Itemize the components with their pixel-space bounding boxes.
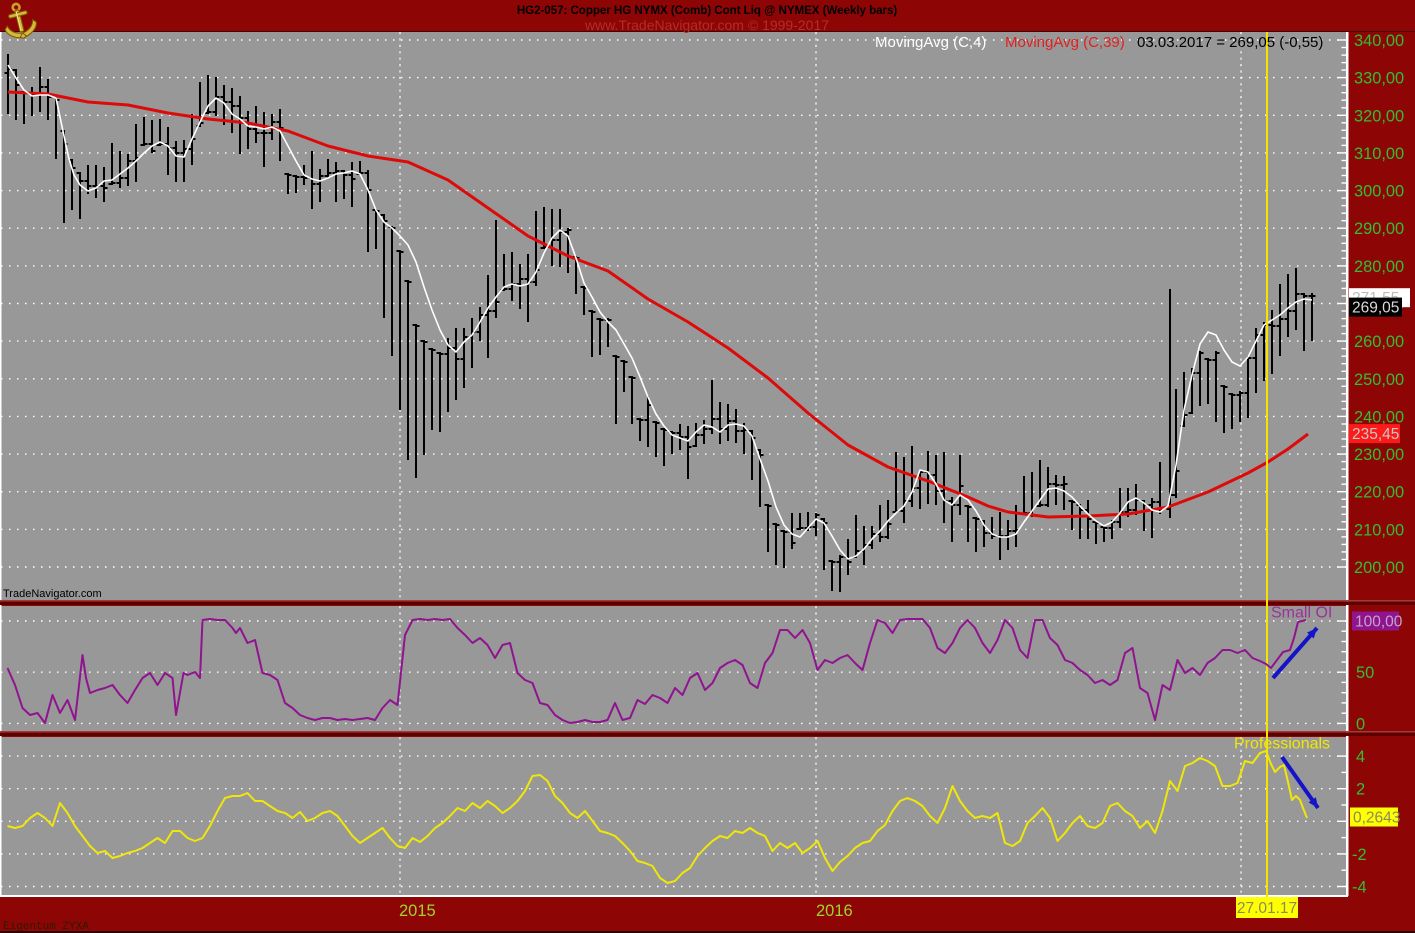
svg-text:330,00: 330,00 (1354, 70, 1404, 88)
svg-text:Eigentum ZYXA: Eigentum ZYXA (3, 921, 89, 933)
svg-text:MovingAvg (C,4): MovingAvg (C,4) (875, 34, 986, 51)
svg-text:280,00: 280,00 (1354, 258, 1404, 276)
svg-text:240,00: 240,00 (1354, 408, 1404, 426)
svg-text:300,00: 300,00 (1354, 183, 1404, 201)
svg-text:2016: 2016 (816, 902, 853, 920)
svg-text:290,00: 290,00 (1354, 220, 1404, 238)
svg-text:100,00: 100,00 (1355, 614, 1403, 631)
svg-text:200,00: 200,00 (1354, 559, 1404, 577)
svg-text:235,45: 235,45 (1352, 426, 1399, 443)
svg-text:310,00: 310,00 (1354, 145, 1404, 163)
svg-text:220,00: 220,00 (1354, 484, 1404, 502)
svg-text:2015: 2015 (399, 902, 436, 920)
svg-text:03.03.2017 = 269,05 (-0,55): 03.03.2017 = 269,05 (-0,55) (1137, 34, 1323, 51)
svg-text:HG2-057: Copper HG NYMX (Comb: HG2-057: Copper HG NYMX (Comb) Cont Liq … (517, 4, 898, 17)
svg-text:230,00: 230,00 (1354, 446, 1404, 464)
svg-text:320,00: 320,00 (1354, 107, 1404, 125)
svg-text:2: 2 (1356, 781, 1365, 799)
svg-text:340,00: 340,00 (1354, 32, 1404, 50)
svg-text:269,05: 269,05 (1352, 300, 1399, 317)
svg-text:Professionals: Professionals (1234, 736, 1330, 753)
svg-text:MovingAvg (C,39): MovingAvg (C,39) (1005, 34, 1125, 51)
svg-text:27.01.17: 27.01.17 (1237, 900, 1297, 917)
svg-text:250,00: 250,00 (1354, 371, 1404, 389)
svg-text:0,2643: 0,2643 (1353, 810, 1400, 827)
svg-text:4: 4 (1356, 748, 1365, 766)
svg-text:TradeNavigator.com: TradeNavigator.com (3, 588, 102, 600)
svg-text:-2: -2 (1352, 846, 1367, 864)
svg-text:210,00: 210,00 (1354, 521, 1404, 539)
svg-text:0: 0 (1356, 715, 1365, 733)
svg-text:www.TradeNavigator.com © 1999-: www.TradeNavigator.com © 1999-2017 (584, 17, 829, 33)
svg-text:Small OI: Small OI (1271, 605, 1332, 622)
svg-text:-4: -4 (1352, 879, 1367, 897)
svg-text:50: 50 (1356, 664, 1374, 682)
svg-text:260,00: 260,00 (1354, 333, 1404, 351)
